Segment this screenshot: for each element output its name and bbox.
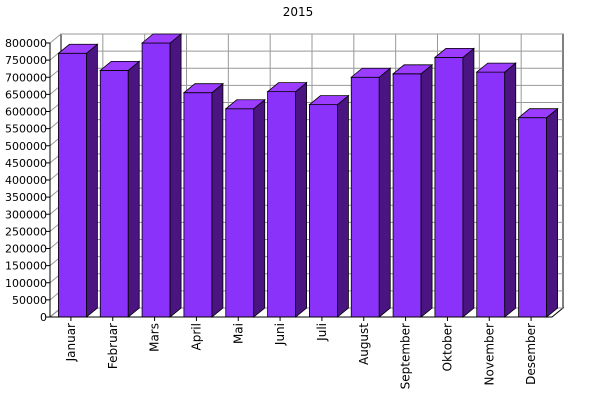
bar-front [350, 76, 380, 318]
bar-side [420, 63, 433, 318]
x-tick-label: Juli [315, 323, 329, 342]
bar [182, 82, 225, 318]
bar-side [253, 98, 266, 318]
x-tick-label: August [357, 323, 371, 365]
bar [140, 33, 183, 318]
bar-front [309, 104, 338, 318]
x-tick-label: Oktober [440, 323, 454, 371]
y-tick-label: 650000 [5, 88, 47, 101]
bar-top [182, 83, 225, 94]
bar [224, 98, 266, 318]
bar-side [378, 67, 391, 318]
x-tick-label: Januar [64, 323, 78, 362]
bar-side [127, 60, 140, 318]
bar [433, 47, 476, 318]
axes: 0 50000 100000 150000 200000 250000 300000 3500… [5, 37, 552, 389]
bar-top [140, 33, 183, 44]
bar-side [462, 47, 475, 318]
bar-top [391, 64, 434, 75]
bar [475, 62, 517, 318]
y-tick-label: 400000 [5, 174, 47, 187]
y-tick-label: 550000 [5, 123, 47, 136]
y-tick-label: 250000 [5, 225, 47, 238]
bar-front [267, 91, 296, 318]
bar-side [169, 33, 182, 318]
bar-top [433, 47, 476, 58]
bar [391, 63, 434, 318]
y-tick-label: 350000 [5, 191, 47, 204]
bar [308, 94, 350, 318]
x-tick-label: Mai [231, 323, 245, 344]
bar [350, 67, 392, 318]
bar-top [475, 62, 517, 73]
bar-side [211, 82, 224, 318]
bar-front [58, 52, 87, 318]
bar-top [308, 95, 350, 106]
x-tick-label: Desember [524, 323, 538, 385]
bar-front [141, 42, 171, 318]
bar-side [546, 107, 558, 318]
y-tick-label: 200000 [5, 243, 47, 256]
y-tick-label: 500000 [5, 140, 47, 153]
x-tick-label: April [189, 323, 203, 350]
y-tick-label: 100000 [5, 277, 47, 290]
chart-title: 2015 [283, 5, 314, 19]
bar-top [224, 99, 266, 110]
bar-front [225, 108, 255, 318]
x-tick-label: Juni [273, 323, 287, 346]
bar-top [350, 67, 392, 78]
bar-front [434, 56, 464, 318]
y-tick-label: 150000 [5, 260, 47, 273]
y-tick-label: 750000 [5, 54, 47, 67]
y-tick-label: 50000 [12, 294, 47, 307]
x-tick-label: Mars [148, 323, 162, 352]
bars [57, 33, 559, 318]
bar-top [517, 108, 559, 119]
bar [517, 107, 559, 318]
bar [57, 43, 99, 318]
bar-side [86, 43, 98, 318]
gridline-side [49, 33, 62, 44]
bar [266, 81, 308, 318]
bar-top [57, 43, 99, 54]
bar-side [295, 81, 307, 318]
bar-front [518, 117, 547, 318]
bar-front [392, 73, 422, 318]
y-tick-label: 450000 [5, 157, 47, 170]
y-tick-label: 0 [40, 311, 47, 324]
bar-front [183, 92, 213, 318]
bar-side [337, 94, 349, 318]
bar-top [99, 61, 141, 71]
x-tick-label: November [482, 323, 496, 385]
bar-front [476, 71, 506, 318]
bar-top [266, 82, 308, 93]
bar-side [504, 62, 517, 318]
bar-front [99, 70, 129, 318]
bar [99, 60, 141, 318]
x-tick-label: Februar [106, 323, 120, 369]
y-tick-label: 800000 [5, 37, 47, 50]
y-tick-label: 300000 [5, 208, 47, 221]
y-tick-label: 600000 [5, 106, 47, 119]
y-tick-label: 700000 [5, 71, 47, 84]
x-tick-label: September [399, 323, 413, 389]
